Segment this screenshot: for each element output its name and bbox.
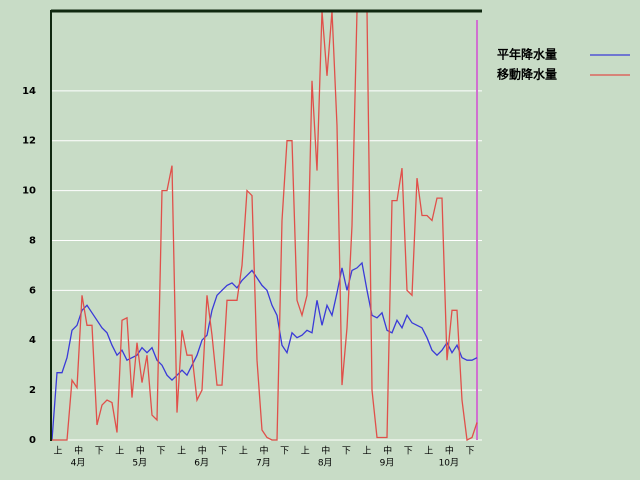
x-tick-label: 中	[198, 445, 207, 457]
x-tick-label: 上	[115, 446, 124, 457]
labels: 02468101214上中下上中下上中下上中下上中下上中下上中下4月 5月 6月 7月…	[22, 47, 630, 469]
x-tick-label: 下	[218, 447, 227, 457]
x-tick-label: 下	[156, 447, 165, 457]
series-line	[52, 261, 478, 441]
y-tick-label: 4	[29, 335, 36, 346]
y-tick-label: 10	[22, 186, 36, 197]
y-tick-label: 6	[29, 285, 36, 296]
x-tick-label: 上	[362, 446, 371, 457]
month-label: 6月	[194, 458, 209, 469]
month-label: 10月	[439, 458, 459, 469]
x-tick-label: 中	[74, 445, 83, 457]
x-tick-label: 上	[424, 446, 433, 457]
x-tick-label: 下	[465, 447, 474, 457]
y-tick-label: 0	[29, 435, 36, 446]
x-tick-label: 中	[383, 445, 392, 457]
plot-area	[52, 11, 478, 441]
x-tick-label: 下	[95, 447, 104, 457]
legend-label: 平年降水量	[497, 47, 557, 62]
x-tick-label: 上	[239, 446, 248, 457]
month-label: 8月	[318, 458, 333, 469]
x-tick-label: 下	[280, 447, 289, 457]
x-tick-label: 中	[259, 445, 268, 457]
x-tick-label: 上	[53, 446, 62, 457]
grid	[52, 90, 482, 441]
y-tick-label: 14	[22, 86, 36, 97]
y-tick-label: 12	[22, 136, 36, 147]
x-tick-label: 下	[342, 447, 351, 457]
x-tick-label: 中	[445, 445, 454, 457]
month-label: 9月	[380, 458, 395, 469]
month-label: 4月	[71, 458, 86, 469]
x-tick-label: 上	[301, 446, 310, 457]
x-tick-label: 中	[136, 445, 145, 457]
month-label: 5月	[132, 458, 147, 469]
month-label: 7月	[256, 458, 271, 469]
y-tick-label: 2	[29, 385, 36, 396]
y-tick-label: 8	[29, 235, 36, 246]
x-tick-label: 中	[321, 445, 330, 457]
x-tick-label: 下	[404, 447, 413, 457]
legend-label: 移動降水量	[497, 67, 557, 82]
series-line	[52, 11, 478, 441]
x-tick-label: 上	[177, 446, 186, 457]
